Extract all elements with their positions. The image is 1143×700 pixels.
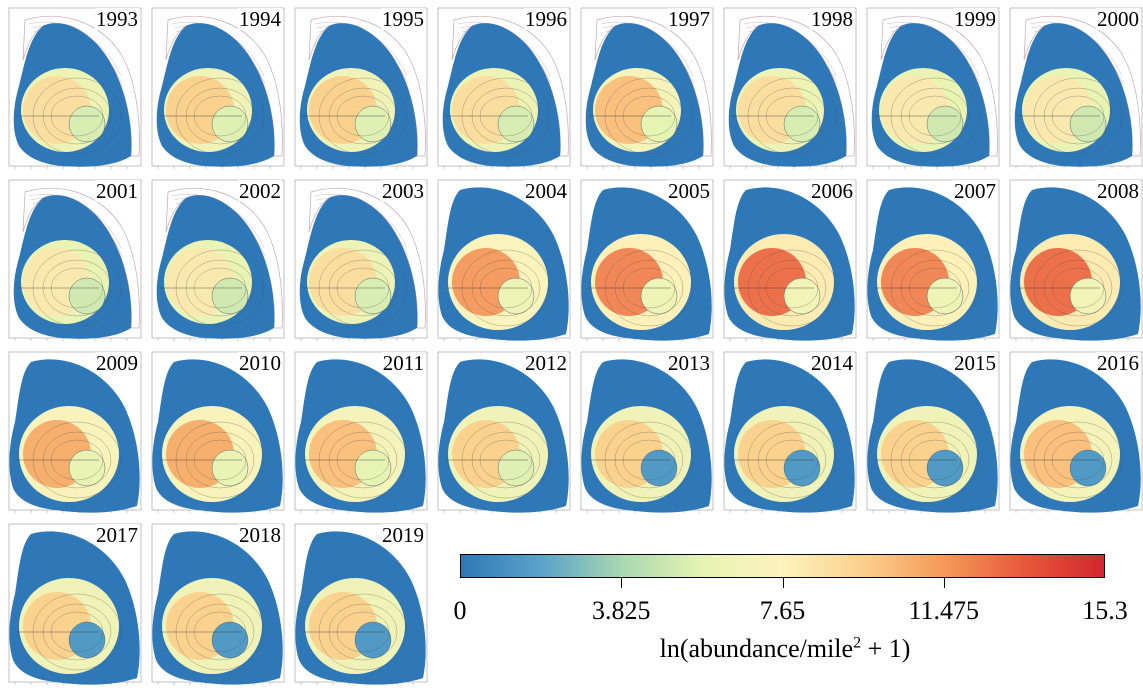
map-panel: 2017 bbox=[3, 522, 143, 690]
map-image bbox=[437, 351, 571, 513]
map-panel: 2007 bbox=[861, 178, 1001, 346]
year-label: 1999 bbox=[953, 7, 997, 31]
colorbar bbox=[460, 554, 1105, 578]
colorbar-tick-label: 3.825 bbox=[592, 596, 651, 625]
map-panel: 2004 bbox=[432, 178, 572, 346]
year-label: 2017 bbox=[95, 523, 139, 547]
year-label: 2014 bbox=[810, 351, 854, 375]
map-image bbox=[8, 7, 142, 169]
year-label: 2012 bbox=[524, 351, 568, 375]
colorbar-label-tail: + 1) bbox=[861, 634, 911, 663]
map-image bbox=[580, 7, 714, 169]
year-label: 2003 bbox=[381, 179, 425, 203]
map-image bbox=[866, 179, 1000, 341]
map-image bbox=[294, 351, 428, 513]
map-panel: 1993 bbox=[3, 6, 143, 174]
year-label: 2000 bbox=[1096, 7, 1140, 31]
year-label: 2018 bbox=[238, 523, 282, 547]
map-image bbox=[1009, 351, 1143, 513]
map-panel: 2002 bbox=[146, 178, 286, 346]
map-panel: 2013 bbox=[575, 350, 715, 518]
map-image bbox=[1009, 179, 1143, 341]
map-panel: 2018 bbox=[146, 522, 286, 690]
map-panel: 1999 bbox=[861, 6, 1001, 174]
colorbar-tick bbox=[782, 578, 784, 588]
map-image bbox=[294, 523, 428, 685]
year-label: 1993 bbox=[95, 7, 139, 31]
year-label: 1994 bbox=[238, 7, 282, 31]
map-panel: 1995 bbox=[289, 6, 429, 174]
year-label: 2007 bbox=[953, 179, 997, 203]
map-panel: 2015 bbox=[861, 350, 1001, 518]
map-panel: 2009 bbox=[3, 350, 143, 518]
year-label: 2005 bbox=[667, 179, 711, 203]
colorbar-tick bbox=[943, 578, 945, 588]
colorbar-label: ln(abundance/mile2 + 1) bbox=[455, 634, 1115, 664]
map-panel: 2019 bbox=[289, 522, 429, 690]
map-image bbox=[580, 179, 714, 341]
colorbar-tick bbox=[621, 578, 623, 588]
map-image bbox=[151, 179, 285, 341]
year-label: 2001 bbox=[95, 179, 139, 203]
year-label: 1996 bbox=[524, 7, 568, 31]
map-image bbox=[8, 179, 142, 341]
map-panel: 2003 bbox=[289, 178, 429, 346]
year-label: 2002 bbox=[238, 179, 282, 203]
map-image bbox=[151, 523, 285, 685]
map-image bbox=[151, 7, 285, 169]
map-image bbox=[866, 351, 1000, 513]
colorbar-label-main: ln(abundance/mile bbox=[659, 634, 854, 663]
year-label: 2016 bbox=[1096, 351, 1140, 375]
map-panel: 2011 bbox=[289, 350, 429, 518]
colorbar-tick-label: 0 bbox=[453, 596, 467, 625]
map-panel: 2016 bbox=[1004, 350, 1143, 518]
colorbar-label-sup: 2 bbox=[853, 634, 862, 652]
year-label: 2004 bbox=[524, 179, 568, 203]
map-panel: 1996 bbox=[432, 6, 572, 174]
colorbar-tick-label: 7.65 bbox=[759, 596, 806, 625]
year-label: 1998 bbox=[810, 7, 854, 31]
year-label: 2010 bbox=[238, 351, 282, 375]
year-label: 2006 bbox=[810, 179, 854, 203]
year-label: 2015 bbox=[953, 351, 997, 375]
map-panel: 1994 bbox=[146, 6, 286, 174]
map-panel: 2006 bbox=[718, 178, 858, 346]
map-panel: 2014 bbox=[718, 350, 858, 518]
map-image bbox=[437, 7, 571, 169]
year-label: 2013 bbox=[667, 351, 711, 375]
year-label: 2019 bbox=[381, 523, 425, 547]
map-image bbox=[1009, 7, 1143, 169]
map-panel: 1998 bbox=[718, 6, 858, 174]
map-image bbox=[437, 179, 571, 341]
map-panel: 2001 bbox=[3, 178, 143, 346]
map-image bbox=[151, 351, 285, 513]
map-image bbox=[723, 7, 857, 169]
map-panel: 2000 bbox=[1004, 6, 1143, 174]
colorbar-tick-label: 11.475 bbox=[908, 596, 980, 625]
map-panel: 2010 bbox=[146, 350, 286, 518]
map-panel: 2008 bbox=[1004, 178, 1143, 346]
year-label: 2009 bbox=[95, 351, 139, 375]
map-image bbox=[294, 7, 428, 169]
map-image bbox=[8, 523, 142, 685]
map-panel: 2012 bbox=[432, 350, 572, 518]
map-image bbox=[723, 351, 857, 513]
map-image bbox=[866, 7, 1000, 169]
colorbar-tick-label: 15.3 bbox=[1082, 596, 1128, 625]
map-panel: 1997 bbox=[575, 6, 715, 174]
map-image bbox=[723, 179, 857, 341]
year-label: 2008 bbox=[1096, 179, 1140, 203]
map-image bbox=[8, 351, 142, 513]
year-label: 1997 bbox=[667, 7, 711, 31]
year-label: 2011 bbox=[381, 351, 425, 375]
map-image bbox=[580, 351, 714, 513]
map-image bbox=[294, 179, 428, 341]
map-panel: 2005 bbox=[575, 178, 715, 346]
year-label: 1995 bbox=[381, 7, 425, 31]
colorbar-legend: 0 3.825 7.65 11.475 15.3 ln(abundance/mile2 … bbox=[453, 548, 1128, 688]
